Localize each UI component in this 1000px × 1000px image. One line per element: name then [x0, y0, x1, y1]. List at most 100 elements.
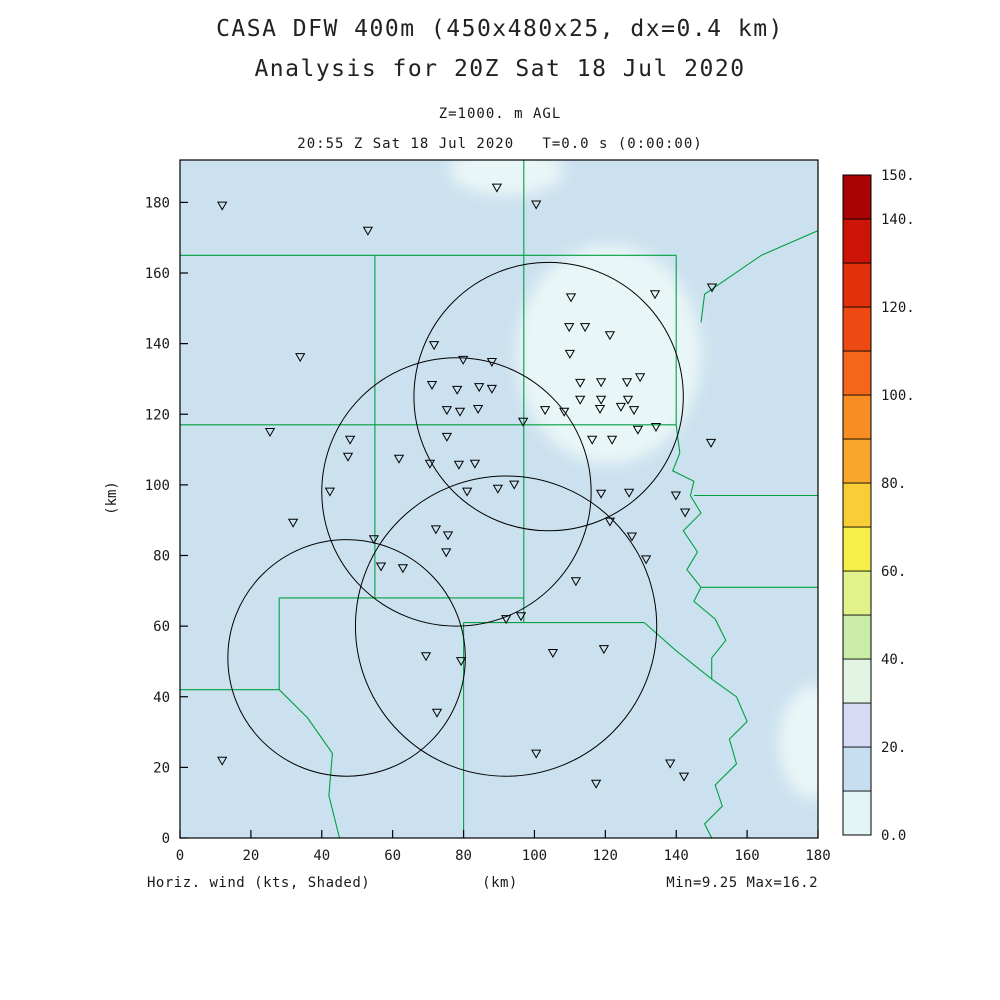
station-triangle-marker: [547, 649, 559, 659]
colorbar-segment: [842, 658, 872, 704]
x-tick-label: 0: [176, 848, 184, 864]
station-triangle-marker: [441, 406, 453, 416]
station-triangle-marker: [640, 555, 652, 565]
colorbar-segment: [842, 438, 872, 484]
station-triangle-marker: [474, 383, 485, 393]
station-triangle-marker: [431, 708, 443, 718]
station-triangle-marker: [491, 183, 503, 193]
colorbar-tick-label: 120.: [881, 300, 915, 316]
x-tick-label: 100: [522, 848, 547, 864]
map-area: [180, 160, 818, 838]
station-triangle-marker: [575, 395, 586, 405]
colorbar-segment: [842, 570, 872, 616]
x-tick-label: 120: [593, 848, 618, 864]
station-triangle-marker: [441, 432, 453, 442]
colorbar-tick-label: 150.: [881, 168, 915, 184]
station-triangle-marker: [492, 484, 504, 494]
x-tick-label: 140: [664, 848, 689, 864]
station-triangle-marker: [587, 435, 598, 445]
station-triangle-marker: [420, 652, 432, 662]
station-triangle-marker: [678, 772, 690, 782]
station-triangle-marker: [621, 378, 633, 388]
colorbar-tick-label: 40.: [881, 652, 906, 668]
station-triangle-marker: [579, 323, 591, 333]
station-triangle-marker: [622, 395, 634, 405]
station-triangle-marker: [441, 548, 452, 558]
y-tick-label: 140: [145, 337, 170, 353]
colorbar-segment: [842, 746, 872, 792]
station-triangle-marker: [564, 323, 575, 333]
station-triangle-marker: [649, 290, 661, 300]
station-triangle-marker: [217, 756, 228, 766]
station-triangle-marker: [598, 645, 610, 655]
colorbar-tick-label: 100.: [881, 388, 915, 404]
station-triangle-marker: [665, 759, 676, 769]
low-wind-patch: [779, 686, 818, 800]
colorbar-segment: [842, 702, 872, 748]
y-tick-label: 100: [145, 478, 170, 494]
colorbar-tick-label: 0.0: [881, 828, 906, 844]
station-triangle-marker: [570, 577, 582, 587]
station-triangle-marker: [595, 489, 607, 499]
colorbar-segment: [842, 394, 872, 440]
y-tick-label: 180: [145, 195, 170, 211]
station-triangle-marker: [324, 487, 336, 497]
level-label: Z=1000. m AGL: [438, 106, 562, 122]
station-triangle-marker: [426, 381, 438, 391]
station-triangle-marker: [650, 423, 662, 433]
colorbar-segment: [842, 482, 872, 528]
low-wind-patch: [516, 244, 702, 464]
station-triangle-marker: [539, 406, 551, 416]
colorbar-tick-label: 80.: [881, 476, 906, 492]
station-triangle-marker: [342, 452, 354, 462]
x-tick-label: 60: [384, 848, 401, 864]
station-triangle-marker: [564, 349, 576, 359]
figure-subtitle: Analysis for 20Z Sat 18 Jul 2020: [254, 56, 746, 82]
station-triangle-marker: [705, 438, 717, 448]
station-triangle-marker: [500, 615, 512, 625]
valid-time-label: 20:55 Z Sat 18 Jul 2020 T=0.0 s (0:00:00…: [297, 136, 703, 152]
radar-range-circles: [227, 261, 684, 777]
x-tick-label: 180: [805, 848, 830, 864]
station-triangle-marker: [362, 226, 374, 236]
station-triangle-marker: [486, 358, 498, 368]
station-triangle-marker: [626, 532, 638, 542]
colorbar-segment: [842, 262, 872, 308]
y-tick-label: 40: [153, 690, 170, 706]
y-tick-label: 160: [145, 266, 170, 282]
colorbar-segment: [842, 306, 872, 352]
low-wind-patch: [449, 160, 563, 196]
station-triangle-marker: [632, 425, 644, 435]
colorbar-segment: [842, 218, 872, 264]
station-triangle-marker: [453, 460, 465, 470]
colorbar-segment: [842, 526, 872, 572]
county-boundary-line: [643, 622, 713, 680]
station-triangle-marker: [559, 407, 570, 417]
station-triangle-marker: [295, 353, 306, 363]
radar-range-circle: [354, 475, 658, 777]
radar-range-circle: [413, 261, 684, 532]
station-triangle-marker: [428, 341, 440, 351]
station-triangle-marker: [515, 612, 527, 622]
station-triangle-marker: [430, 525, 442, 535]
station-markers: [217, 183, 718, 789]
x-tick-label: 160: [734, 848, 759, 864]
station-triangle-marker: [458, 355, 469, 365]
county-boundary-line: [700, 230, 818, 323]
x-tick-label: 20: [242, 848, 259, 864]
station-triangle-marker: [594, 405, 606, 415]
station-triangle-marker: [469, 459, 481, 469]
colorbar-tick-label: 140.: [881, 212, 915, 228]
station-triangle-marker: [344, 435, 356, 445]
colorbar: 0.0 20. 40. 60. 80. 100. 120. 140. 150.: [842, 168, 915, 844]
station-triangle-marker: [531, 200, 542, 210]
station-triangle-marker: [368, 535, 380, 545]
station-triangle-marker: [670, 491, 682, 501]
county-boundary-line: [672, 424, 748, 838]
station-triangle-marker: [634, 373, 646, 383]
station-triangle-marker: [575, 378, 586, 388]
colorbar-segment: [842, 790, 872, 836]
x-tick-label: 40: [313, 848, 330, 864]
station-triangle-marker: [442, 531, 454, 541]
